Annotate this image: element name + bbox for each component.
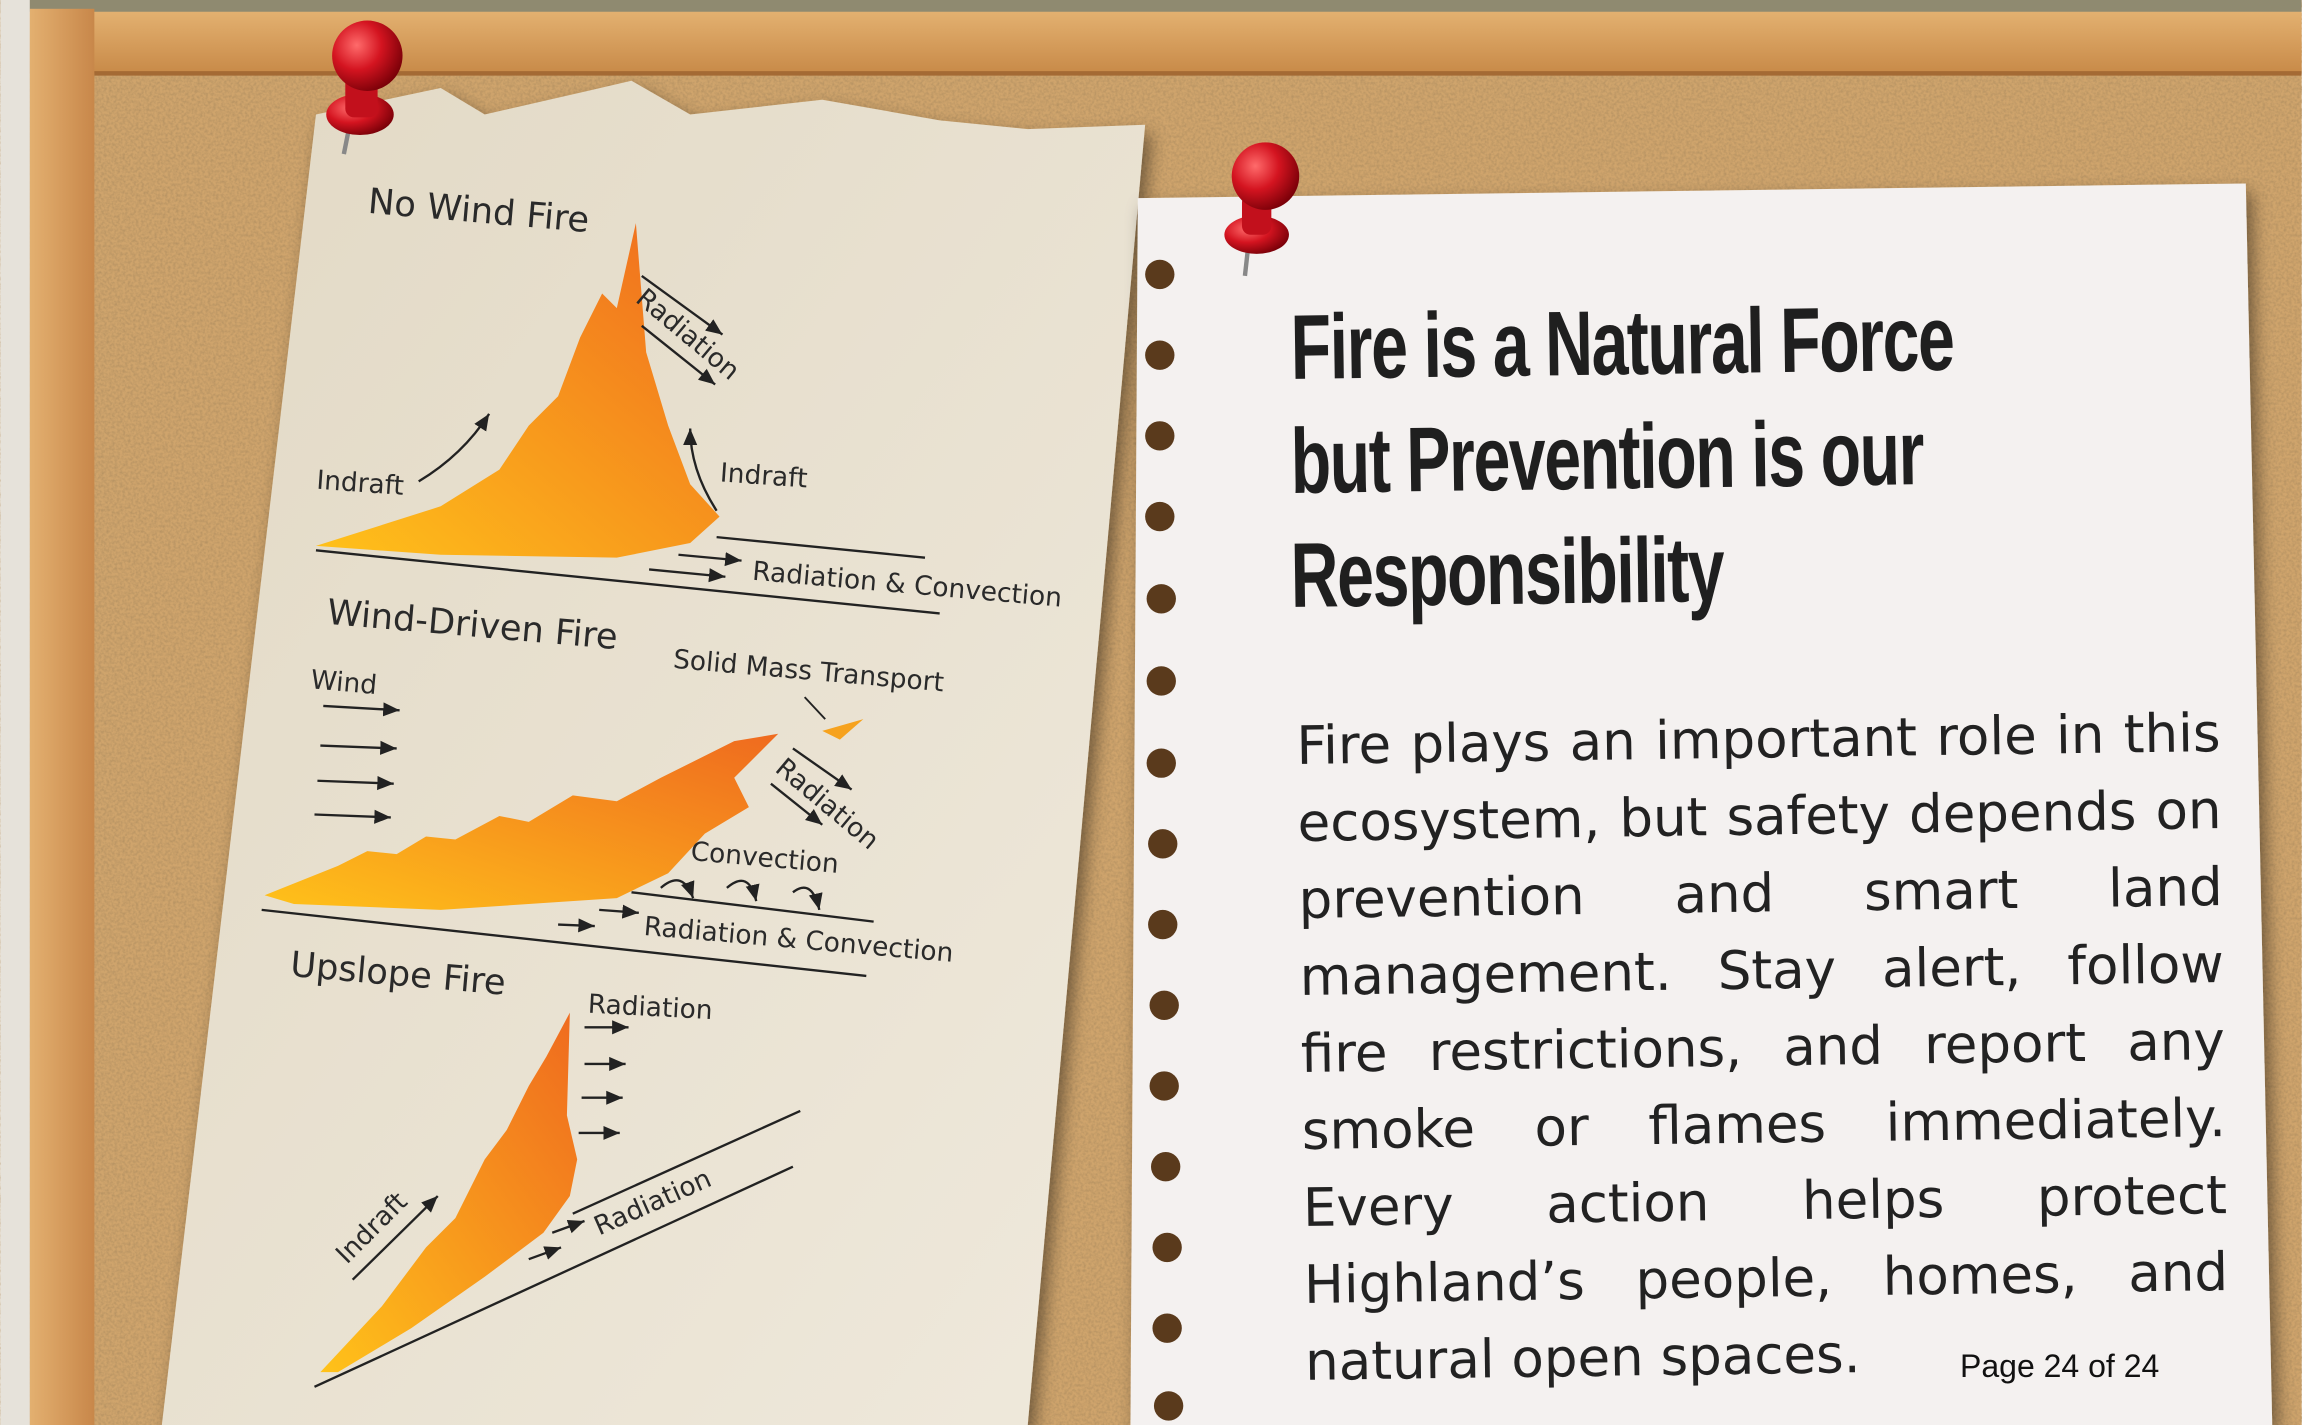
diagram-label: Indraft <box>315 465 404 502</box>
page-title: Responsibility <box>1290 518 1724 629</box>
diagram-label: Radiation <box>587 989 713 1026</box>
diagram-label: Indraft <box>719 457 808 494</box>
page-number: Page 24 of 24 <box>1960 1348 2159 1385</box>
page-title: but Prevention is our <box>1290 401 1924 515</box>
body-text: Fire plays an important role in this eco… <box>1296 695 2230 1401</box>
page-title: Fire is a Natural Force <box>1290 287 1954 401</box>
diagram-label: Wind <box>309 664 378 701</box>
page: No Wind Fire Radiation Indraft Indraft R… <box>0 0 2302 1425</box>
torn-paper <box>162 81 1145 1425</box>
